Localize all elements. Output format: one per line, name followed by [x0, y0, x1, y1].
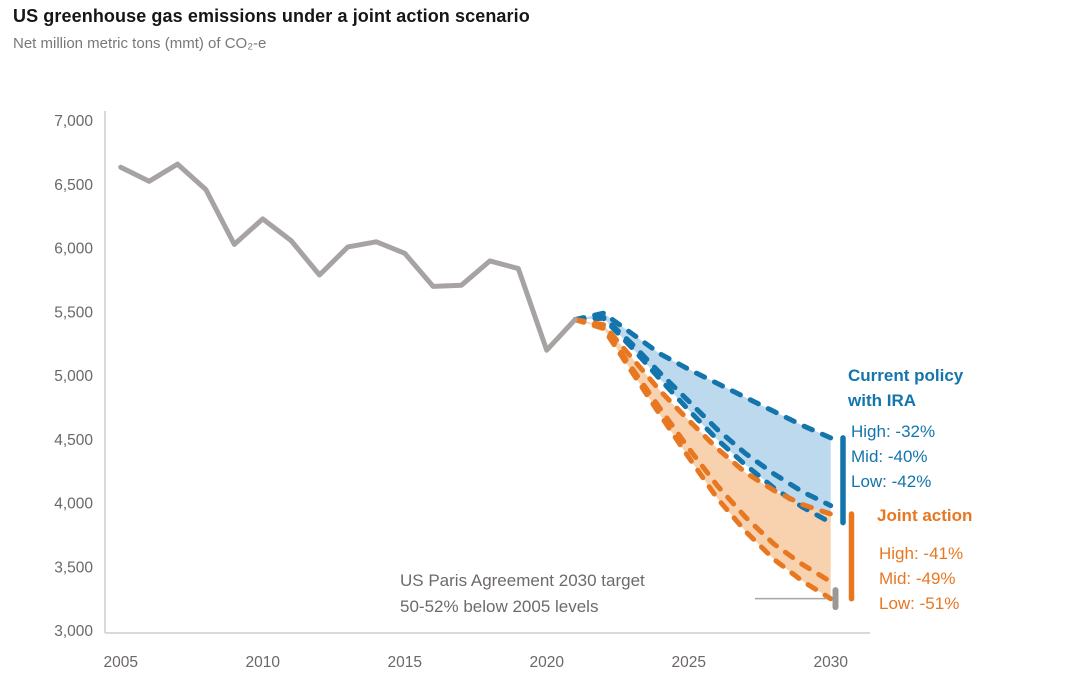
- y-tick-label: 4,000: [54, 496, 93, 513]
- series-historical: [118, 161, 578, 353]
- legend-joint-action-items: High: -41% Mid: -49% Low: -51%: [877, 541, 972, 616]
- x-tick-label: 2010: [245, 654, 280, 671]
- y-tick-label: 5,500: [54, 304, 93, 321]
- legend-current-policy-title-line2: with IRA: [848, 391, 916, 410]
- legend-joint-action-title: Joint action: [877, 506, 973, 525]
- series-joint_mid: [572, 317, 834, 585]
- legend-item-ira-low: Low: -42%: [851, 472, 932, 491]
- x-tick-label: 2020: [529, 654, 564, 671]
- series-joint_low: [572, 317, 834, 602]
- y-tick-label: 6,500: [54, 177, 93, 194]
- page-title: US greenhouse gas emissions under a join…: [13, 6, 530, 26]
- series-ira_high: [572, 310, 834, 441]
- legend-item-ira-mid: Mid: -40%: [851, 447, 928, 466]
- y-tick-label: 6,000: [54, 241, 93, 258]
- page-subtitle: Net million metric tons (mmt) of CO₂-e: [13, 35, 267, 52]
- x-tick-label: 2030: [813, 654, 848, 671]
- paris-annotation-line1: US Paris Agreement 2030 target: [400, 571, 645, 590]
- legend-item-joint-mid: Mid: -49%: [879, 569, 956, 588]
- y-tick-label: 3,000: [54, 623, 93, 640]
- y-tick-label: 7,000: [54, 113, 93, 130]
- y-tick-label: 4,500: [54, 432, 93, 449]
- legend-item-joint-low: Low: -51%: [879, 594, 960, 613]
- band-band_joint: [575, 319, 831, 599]
- x-tick-label: 2005: [103, 654, 137, 671]
- legend-current-policy-items: High: -32% Mid: -40% Low: -42%: [848, 419, 963, 494]
- legend-item-joint-high: High: -41%: [879, 544, 964, 563]
- x-tick-label: 2025: [671, 654, 705, 671]
- x-tick-label: 2015: [387, 654, 421, 671]
- paris-annotation-line2: 50-52% below 2005 levels: [400, 597, 599, 616]
- legend-current-policy-title-line1: Current policy: [848, 366, 964, 385]
- y-tick-label: 3,500: [54, 559, 93, 576]
- paris-annotation: US Paris Agreement 2030 target 50-52% be…: [400, 568, 645, 620]
- series-joint_high: [572, 317, 834, 517]
- chart-header: US greenhouse gas emissions under a join…: [13, 6, 530, 52]
- legend-item-ira-high: High: -32%: [851, 422, 936, 441]
- legend-joint-action: Joint action High: -41% Mid: -49% Low: -…: [877, 503, 972, 616]
- legend-current-policy: Current policy with IRA High: -32% Mid: …: [848, 363, 963, 494]
- y-tick-label: 5,000: [54, 368, 93, 385]
